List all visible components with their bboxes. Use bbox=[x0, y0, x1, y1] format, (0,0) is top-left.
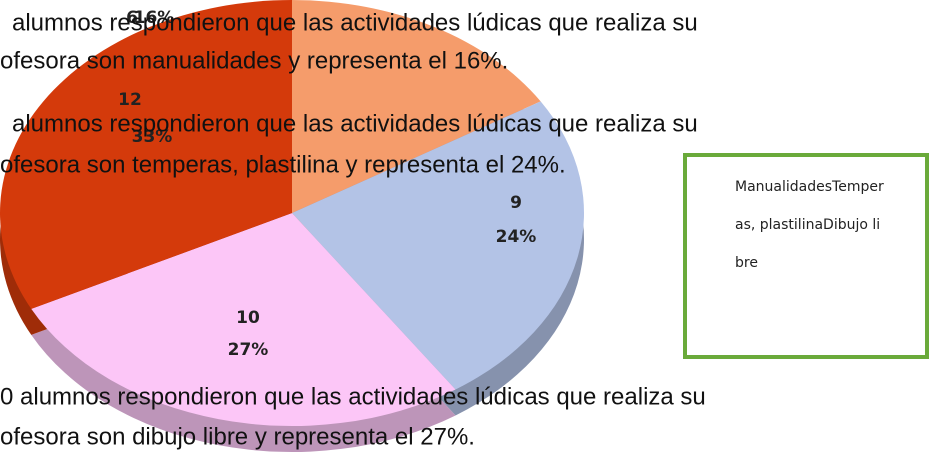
legend-box bbox=[683, 153, 929, 359]
legend-entry: Temperas, plastilina bbox=[735, 179, 884, 233]
data-label: 9 bbox=[510, 193, 522, 213]
legend-text: ManualidadesTemperas, plastilinaDibujo l… bbox=[735, 168, 885, 282]
paragraph-line: alumnos respondieron que las actividades… bbox=[12, 110, 698, 137]
pie-slice bbox=[292, 0, 541, 213]
percent-label: 27% bbox=[228, 340, 269, 360]
pie-slice bbox=[292, 101, 584, 390]
pie-slice bbox=[0, 0, 292, 309]
legend-entry: Manualidades bbox=[735, 179, 833, 195]
data-label: 10 bbox=[236, 308, 260, 328]
paragraph-line: alumnos respondieron que las actividades… bbox=[12, 9, 698, 36]
legend: ManualidadesTemperas, plastilinaDibujo l… bbox=[735, 168, 885, 282]
paragraph-line: ofesora son dibujo libre y representa el… bbox=[0, 423, 475, 450]
pie-chart: 616% 9 24% 10 27% 12 33% bbox=[0, 0, 584, 453]
percent-label: 33% bbox=[132, 127, 173, 147]
legend-entry: Dibujo libre bbox=[735, 217, 881, 271]
text-body: alumnos respondieron que las actividades… bbox=[0, 9, 706, 450]
paragraph-line: 0 alumnos respondieron que las actividad… bbox=[0, 383, 706, 410]
data-label: 6 bbox=[126, 8, 138, 28]
percent-label: 16% bbox=[134, 8, 175, 28]
percent-label: 24% bbox=[496, 227, 537, 247]
paragraph-line: ofesora son temperas, plastilina y repre… bbox=[0, 151, 566, 178]
paragraph-line: ofesora son manualidades y representa el… bbox=[0, 47, 508, 74]
data-label: 12 bbox=[118, 90, 142, 110]
pie-slice bbox=[31, 213, 456, 426]
